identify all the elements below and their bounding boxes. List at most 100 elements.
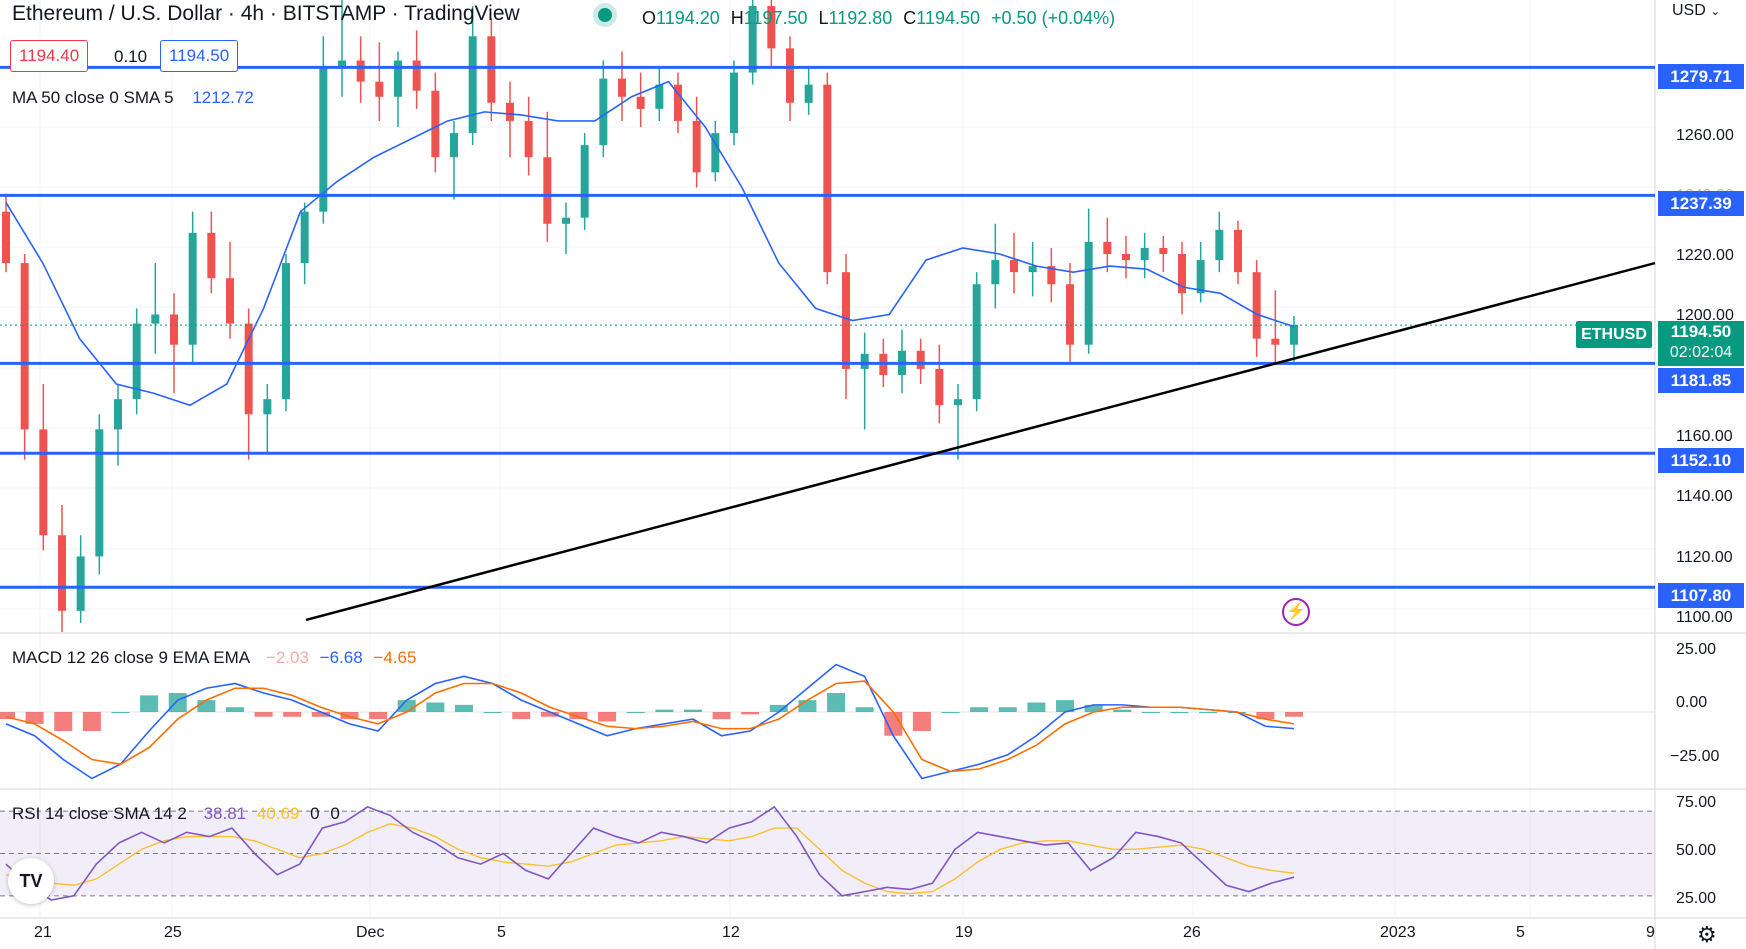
macd-histogram-bar <box>970 707 989 712</box>
tradingview-logo[interactable]: TV <box>8 858 54 904</box>
spread-value: 0.10 <box>114 47 148 66</box>
rsi-tick: 75.00 <box>1676 794 1717 811</box>
sell-price-button[interactable]: 1194.40 <box>10 40 89 72</box>
macd-histogram-bar <box>483 712 502 713</box>
time-tick: 9 <box>1646 924 1655 941</box>
high-value: 1197.50 <box>743 8 808 28</box>
candle-body <box>599 78 608 146</box>
trendline <box>305 261 1656 622</box>
candle-body <box>95 429 104 557</box>
open-label: O <box>642 8 657 28</box>
candle-body <box>1084 241 1093 345</box>
macd-histogram-bar <box>254 712 273 717</box>
candle-body <box>1103 241 1112 255</box>
candle-body <box>618 78 626 97</box>
candle-body <box>132 323 141 400</box>
candle-body <box>319 66 328 212</box>
candle-body <box>2 211 10 264</box>
candle-body <box>20 263 29 430</box>
candle-body <box>1028 266 1037 273</box>
macd-histogram-bar <box>225 707 244 712</box>
price-tick: 1160.00 <box>1676 428 1733 445</box>
price-tick: 1260.00 <box>1676 127 1734 144</box>
macd-histogram-bar <box>311 712 330 717</box>
rsi-sma-line <box>5 823 1295 895</box>
macd-histogram-bar <box>0 712 15 720</box>
candle-body <box>412 60 421 91</box>
candle-body <box>188 232 197 345</box>
candle-body <box>1010 260 1018 273</box>
macd-label: MACD 12 26 close 9 EMA EMA <box>12 648 250 667</box>
price-tick: 1120.00 <box>1676 549 1733 566</box>
macd-histogram-bar <box>1056 700 1075 712</box>
time-tick: 2023 <box>1380 924 1416 941</box>
macd-hist-value: −2.03 <box>265 648 309 667</box>
macd-histogram-bar <box>512 712 531 720</box>
candle-body <box>711 133 720 173</box>
macd-histogram-bar <box>1141 712 1160 713</box>
symbol-title[interactable]: Ethereum / U.S. Dollar · 4h · BITSTAMP ·… <box>12 2 520 25</box>
candle-body <box>972 284 981 400</box>
candle-body <box>1196 260 1205 294</box>
macd-histogram-bar <box>340 712 359 720</box>
macd-histogram-bar <box>827 693 846 712</box>
macd-histogram-bar <box>912 712 931 731</box>
macd-histogram-bar <box>1027 702 1046 712</box>
gear-icon[interactable]: ⚙ <box>1697 922 1717 947</box>
candle-body <box>263 399 272 415</box>
logo-text: TV <box>19 871 43 891</box>
candle-body <box>842 272 850 369</box>
market-status-icon <box>598 8 612 22</box>
macd-histogram-bar <box>82 712 101 731</box>
macd-histogram-bar <box>140 695 159 712</box>
macd-histogram-bar <box>1170 712 1189 713</box>
currency-selector[interactable]: USD ⌄ <box>1672 2 1720 20</box>
candle-body <box>338 60 346 67</box>
buy-price-button[interactable]: 1194.50 <box>160 40 239 72</box>
candle-body <box>431 90 440 158</box>
candle-body <box>692 120 701 173</box>
macd-histogram-bar <box>941 712 960 713</box>
macd-histogram-bar <box>1256 712 1275 720</box>
change-value: +0.50 (+0.04%) <box>991 8 1116 28</box>
macd-histogram-bar <box>1199 712 1218 713</box>
candle-body <box>804 84 813 103</box>
macd-histogram-bar <box>283 712 302 717</box>
open-value: 1194.20 <box>656 8 720 28</box>
candle-body <box>636 96 645 109</box>
macd-histogram-bar <box>397 700 416 712</box>
macd-line <box>5 663 1295 780</box>
current-price-tag: 1194.50 02:02:04 <box>1658 321 1744 366</box>
macd-histogram-bar <box>168 693 187 712</box>
time-tick: 21 <box>34 924 52 941</box>
price-tick: 1200.00 <box>1676 307 1734 324</box>
rsi-sma-value: 40.69 <box>256 804 300 823</box>
macd-histogram-bar <box>197 700 216 712</box>
ma-line <box>5 80 1295 407</box>
candle-body <box>1159 247 1168 255</box>
candle-body <box>394 60 402 97</box>
macd-histogram-bar <box>454 704 473 712</box>
ohlc-legend: O1194.20 H1197.50 L1192.80 C1194.50 +0.5… <box>642 8 1115 29</box>
rsi-tick: 25.00 <box>1676 890 1717 907</box>
candle-body <box>991 260 1000 285</box>
price-tick: 1220.00 <box>1676 247 1734 264</box>
macd-histogram-bar <box>626 712 645 713</box>
rsi-legend[interactable]: RSI 14 close SMA 14 2 38.81 40.69 0 0 <box>12 804 340 824</box>
rsi-value: 38.81 <box>203 804 247 823</box>
macd-histogram-bar <box>741 712 760 715</box>
chevron-down-icon: ⌄ <box>1710 4 1721 18</box>
macd-histogram-bar <box>369 712 388 720</box>
low-label: L <box>818 8 829 28</box>
replay-lightning-icon[interactable]: ⚡ <box>1282 598 1310 626</box>
candle-body <box>935 368 944 406</box>
ma-legend[interactable]: MA 50 close 0 SMA 5 1212.72 <box>12 88 254 108</box>
rsi-line <box>5 805 1295 901</box>
candle-body <box>767 6 776 49</box>
candle-body <box>114 399 122 430</box>
candle-body <box>151 314 160 324</box>
candle-body <box>226 278 234 324</box>
macd-legend[interactable]: MACD 12 26 close 9 EMA EMA −2.03 −6.68 −… <box>12 648 416 668</box>
macd-histogram-bar <box>798 700 817 712</box>
